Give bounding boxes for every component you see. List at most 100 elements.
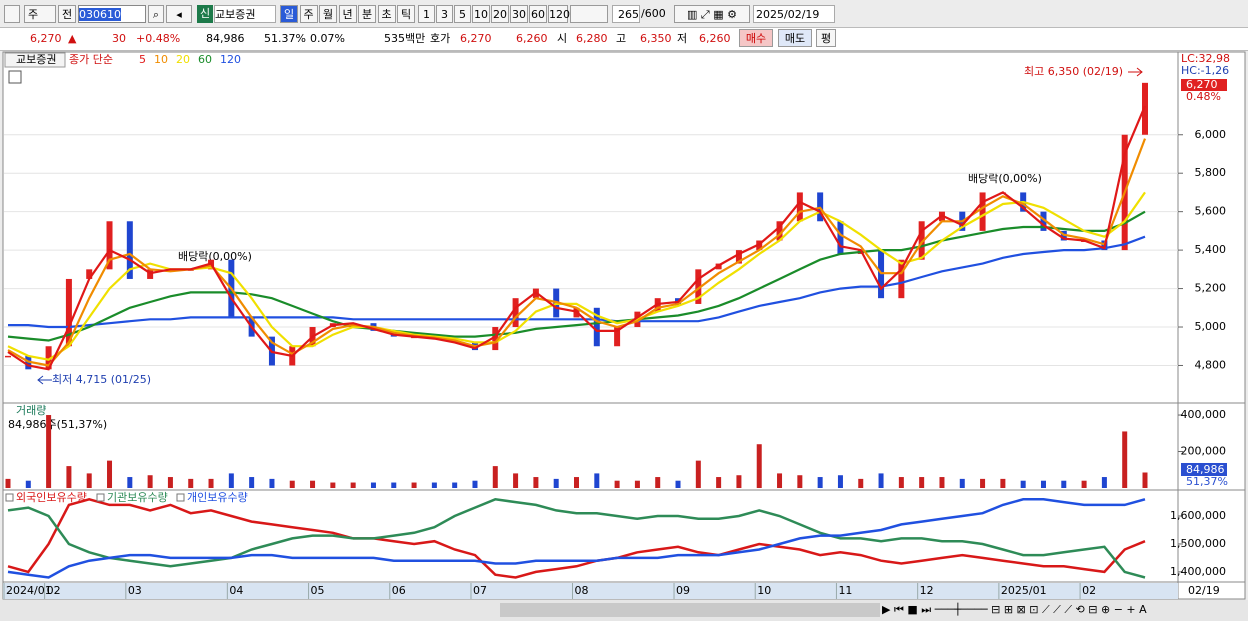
period-button[interactable]: 5	[454, 5, 471, 23]
period-button[interactable]: 년	[338, 5, 357, 23]
legend-item: 외국인보유수량	[16, 491, 87, 504]
volume-bar	[1081, 480, 1087, 488]
volume-bar	[107, 460, 113, 488]
volume-bar	[391, 482, 397, 488]
candle	[1040, 211, 1047, 231]
search-button[interactable]: ⌕	[148, 5, 164, 23]
period-button[interactable]: 분	[358, 5, 376, 23]
volume-bar	[553, 478, 559, 488]
badge: 신	[197, 5, 213, 23]
period-button[interactable]: 120	[548, 5, 570, 23]
volume-bar	[330, 482, 336, 488]
arrow: ▲	[68, 32, 77, 45]
candle	[167, 269, 174, 271]
code-input[interactable]: 030610	[78, 5, 146, 23]
arrow-high	[1128, 67, 1143, 77]
volume-bar	[208, 478, 214, 488]
period-button[interactable]: 3	[436, 5, 453, 23]
period-button[interactable]: 60	[529, 5, 547, 23]
annotation-dividend: 배당락(0,00%)	[968, 172, 1042, 185]
volume-bar	[1061, 480, 1067, 488]
scroll-thumb[interactable]	[500, 603, 880, 617]
annotation-dividend: 배당락(0,00%)	[178, 250, 252, 263]
period-button[interactable]: 틱	[397, 5, 415, 23]
legend-marker	[5, 493, 14, 502]
candle	[1142, 82, 1148, 135]
candle	[5, 355, 11, 358]
candle	[1020, 192, 1027, 212]
ma-line	[8, 235, 1146, 329]
arrow-low	[37, 375, 52, 385]
candle	[512, 298, 519, 328]
period-button[interactable]: 일	[280, 5, 298, 23]
last-price: 6,270	[1186, 78, 1218, 91]
volume-bar	[817, 477, 823, 488]
volume-bar	[533, 477, 539, 488]
candle	[1081, 240, 1088, 242]
candle	[492, 327, 499, 351]
period-button[interactable]: 30	[510, 5, 528, 23]
sell-button[interactable]: 매도	[778, 29, 812, 47]
volume-bar	[675, 480, 681, 488]
last-volume: 84,986	[1186, 463, 1225, 476]
candle	[45, 346, 52, 370]
candle	[959, 211, 966, 231]
volume-bar	[411, 482, 417, 488]
low-label: 저	[677, 32, 688, 45]
scroll-controls[interactable]: ▶ ⏮ ■ ⏭ ───┼──── ⊟ ⊞ ⊠ ⊡ ⟋ ⟋ ⟋ ⟲ ⊟ ⊕ − +…	[882, 602, 1147, 616]
volume-bar	[716, 477, 722, 488]
sound-button[interactable]: ◂	[166, 5, 192, 23]
volume-bar	[5, 478, 11, 488]
candle	[817, 192, 824, 222]
holding-line	[7, 498, 1146, 579]
candle	[1121, 134, 1128, 251]
ma-line	[7, 191, 1146, 361]
lc-label: LC:32,98	[1181, 52, 1230, 65]
date-input[interactable]: 2025/02/19	[753, 5, 835, 23]
volume-bar	[188, 478, 194, 488]
volume-bar	[289, 480, 295, 488]
scrollbar[interactable]	[0, 600, 1248, 621]
candle	[289, 346, 296, 366]
period-button[interactable]: 초	[377, 5, 396, 23]
x-axis-band	[3, 583, 1178, 599]
mode-button[interactable]: 전	[58, 5, 76, 23]
candle	[573, 307, 580, 318]
period-button[interactable]: 1	[418, 5, 435, 23]
candle	[532, 288, 539, 299]
legend-item: 60	[198, 53, 212, 66]
count[interactable]: 265	[612, 5, 640, 23]
period-button[interactable]: 주	[299, 5, 318, 23]
grid-icon[interactable]	[8, 70, 22, 84]
tool-icons[interactable]: ▥ ⤢ ▦ ⚙	[674, 5, 750, 23]
buy-button[interactable]: 매수	[739, 29, 773, 47]
amount: 535백만	[384, 32, 426, 45]
y-tick-label: 200,000	[1181, 445, 1227, 458]
y-tick-label: 400,000	[1181, 408, 1227, 421]
volume-title: 거래량	[16, 404, 46, 417]
period-button[interactable]: 월	[319, 5, 337, 23]
volume-bar	[492, 466, 498, 488]
code-text: 030610	[79, 8, 121, 21]
candle	[999, 192, 1006, 194]
period-button[interactable]: 10	[472, 5, 490, 23]
price: 6,270	[30, 32, 62, 45]
interval-select[interactable]: 주	[24, 5, 56, 23]
menu-icon[interactable]	[4, 5, 20, 23]
volume-bar	[939, 477, 945, 488]
avg-button[interactable]: 평	[816, 29, 836, 47]
legend-item: 5	[139, 53, 146, 66]
x-tick-label: 12	[920, 584, 934, 597]
x-tick-label: 03	[128, 584, 142, 597]
change: 30	[112, 32, 126, 45]
period-button[interactable]: 20	[491, 5, 509, 23]
hc-label: HC:-1,26	[1181, 64, 1229, 77]
ma-line	[7, 138, 1147, 367]
stock-tag	[4, 52, 66, 68]
volume-bar	[655, 477, 661, 488]
annotation-low: 최저 4,715 (01/25)	[52, 373, 151, 386]
candle	[411, 336, 418, 339]
candle	[553, 288, 560, 318]
volume-bar	[574, 477, 579, 488]
dropdown[interactable]	[570, 5, 608, 23]
